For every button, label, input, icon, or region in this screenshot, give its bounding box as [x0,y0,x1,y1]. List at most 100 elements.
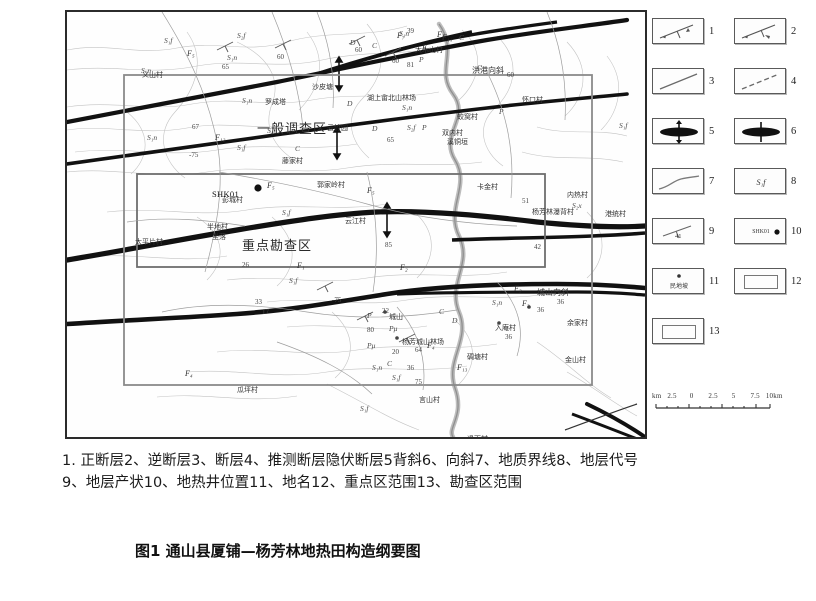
map-stratum-code: S₁f [289,276,298,285]
anticline-icon [652,118,704,144]
legend-item-9: 41 9 [652,218,714,244]
map-village-label: 义山村 [142,71,163,79]
map-dip-number: 60 [355,46,362,54]
map-stratum-code: C [477,63,483,72]
map-stratum-code: S₁n [147,133,158,142]
geologic-boundaries [126,12,566,395]
map-stratum-code: S₂f [237,31,246,40]
map-fault-code: F₆ [422,43,430,52]
scale-bar-graphic [655,404,771,409]
figure-title: 图1 通山县厦铺—杨芳林地热田构造纲要图 [135,542,421,560]
caption-line-1: 1. 正断层2、逆断层3、断层4、推测断层隐伏断层5背斜6、向斜7、地质界线8、… [62,453,639,469]
legend-item-1: 1 [652,18,714,44]
map-dip-number: 85 [385,241,392,249]
map-area-label: 一般调查区 [257,121,328,136]
river [436,21,466,437]
map-drawing [67,12,645,437]
map-village-label: 蛟窝村 [457,113,478,121]
map-fold-label: 城山向斜 [537,288,569,297]
map-village-label: 瓜坪村 [237,386,258,394]
map-stratum-code: C [295,144,301,153]
scale-unit-right: 10km [765,392,783,400]
map-village-label: 退面村 [467,435,488,439]
map-dip-number: 80 [367,326,374,334]
map-dip-number: 60 [277,53,284,61]
scale-tick-0: 2.5 [667,392,677,400]
map-stratum-code: D [347,99,353,108]
map-village-label: 彭城村 [222,196,243,204]
map-stratum-code: C [459,33,465,42]
map-stratum-code: S₁n [242,96,253,105]
map-village-label: 碉塘村 [467,353,488,361]
map-village-label: 怀口村 [522,96,543,104]
map-dip-number: 20 [392,348,399,356]
general-survey-area-box [123,74,593,386]
map-fault-code: F₁₃ [457,363,468,372]
map-dip-number: 75 [415,378,422,386]
fault-icon [652,68,704,94]
legend-stratum-sample: S₁f [756,177,766,187]
legend-number-2: 2 [791,25,797,37]
map-stratum-code: S₁n [267,126,278,135]
map-village-label: 太平片村 [135,238,163,246]
map-stratum-code: S₁n [141,66,152,75]
map-stratum-code: S₂f [407,123,416,132]
map-dip-number: 42 [534,243,541,251]
map-dip-number: -75 [332,296,342,304]
bedding-attitude-icon: 41 [652,218,704,244]
legend-item-10: SHK01 10 [734,218,802,244]
syncline-icon [734,118,786,144]
map-dip-number: 17 [262,308,269,316]
legend-number-6: 6 [791,125,797,137]
geological-map: 义山村大木山村城坑村沙皮塘湖上畲北山林场怀口村罗成塔蛟窝村云竹园双内村溪铜垣藤家… [65,10,647,439]
map-dip-number: 67 [192,123,199,131]
geologic-boundary-icon [652,168,704,194]
map-dip-number: 36 [537,306,544,314]
map-stratum-code: S₁n [399,29,410,38]
legend-item-2: 2 [734,18,796,44]
legend-number-7: 7 [709,175,715,187]
map-fault-code: F₇ [397,31,405,40]
scale-tick-3: 5 [731,392,736,400]
legend-item-3: 3 [652,68,714,94]
map-stratum-code: C [439,307,445,316]
map-village-label: 云竹园 [327,124,348,132]
map-stratum-code: S₁f [619,121,628,130]
inferred-concealed-fault-icon [734,68,786,94]
map-stratum-code: C [372,41,378,50]
stratum-code-icon: S₁f [734,168,786,194]
map-dip-number: 81 [407,61,414,69]
map-fault-code: F₁₂ [215,133,226,142]
legend-item-12: 12 [734,268,802,294]
fault-lines [67,17,645,437]
scale-tick-1: 0 [689,392,694,400]
map-dip-number: 60 [507,71,514,79]
map-dip-number: 65 [387,136,394,144]
geothermal-well-icon: SHK01 [734,218,786,244]
key-area-extent-icon [734,268,786,294]
map-fault-code: F₂ [400,263,408,272]
map-dip-number: -75 [189,151,199,159]
map-fault-code: F₁₁ [442,33,453,42]
legend-item-5: 5 [652,118,714,144]
bedding-symbols [216,35,416,345]
map-stratum-code: S₁n [227,53,238,62]
map-fault-code: F₄ [185,369,193,378]
map-dip-number: 51 [522,197,529,205]
map-village-label: 溪铜垣 [447,138,468,146]
map-stratum-code: S₁f [164,36,173,45]
legend-number-5: 5 [709,125,715,137]
contour-lines [67,23,638,431]
map-stratum-code: C [387,359,393,368]
map-village-label: 入庵村 [495,324,516,332]
map-village-label: 金山村 [565,356,586,364]
legend-number-3: 3 [709,75,715,87]
map-stratum-code: S₁f [360,404,369,413]
map-stratum-code: S₁f [237,143,246,152]
map-stratum-code: D [372,124,378,133]
map-stratum-code: P [367,311,372,320]
map-stratum-code: S₁n [402,103,413,112]
scale-unit-left: km [652,392,662,400]
map-fault-code: F₅ [367,186,375,195]
map-fault-code: F₁ [297,261,305,270]
